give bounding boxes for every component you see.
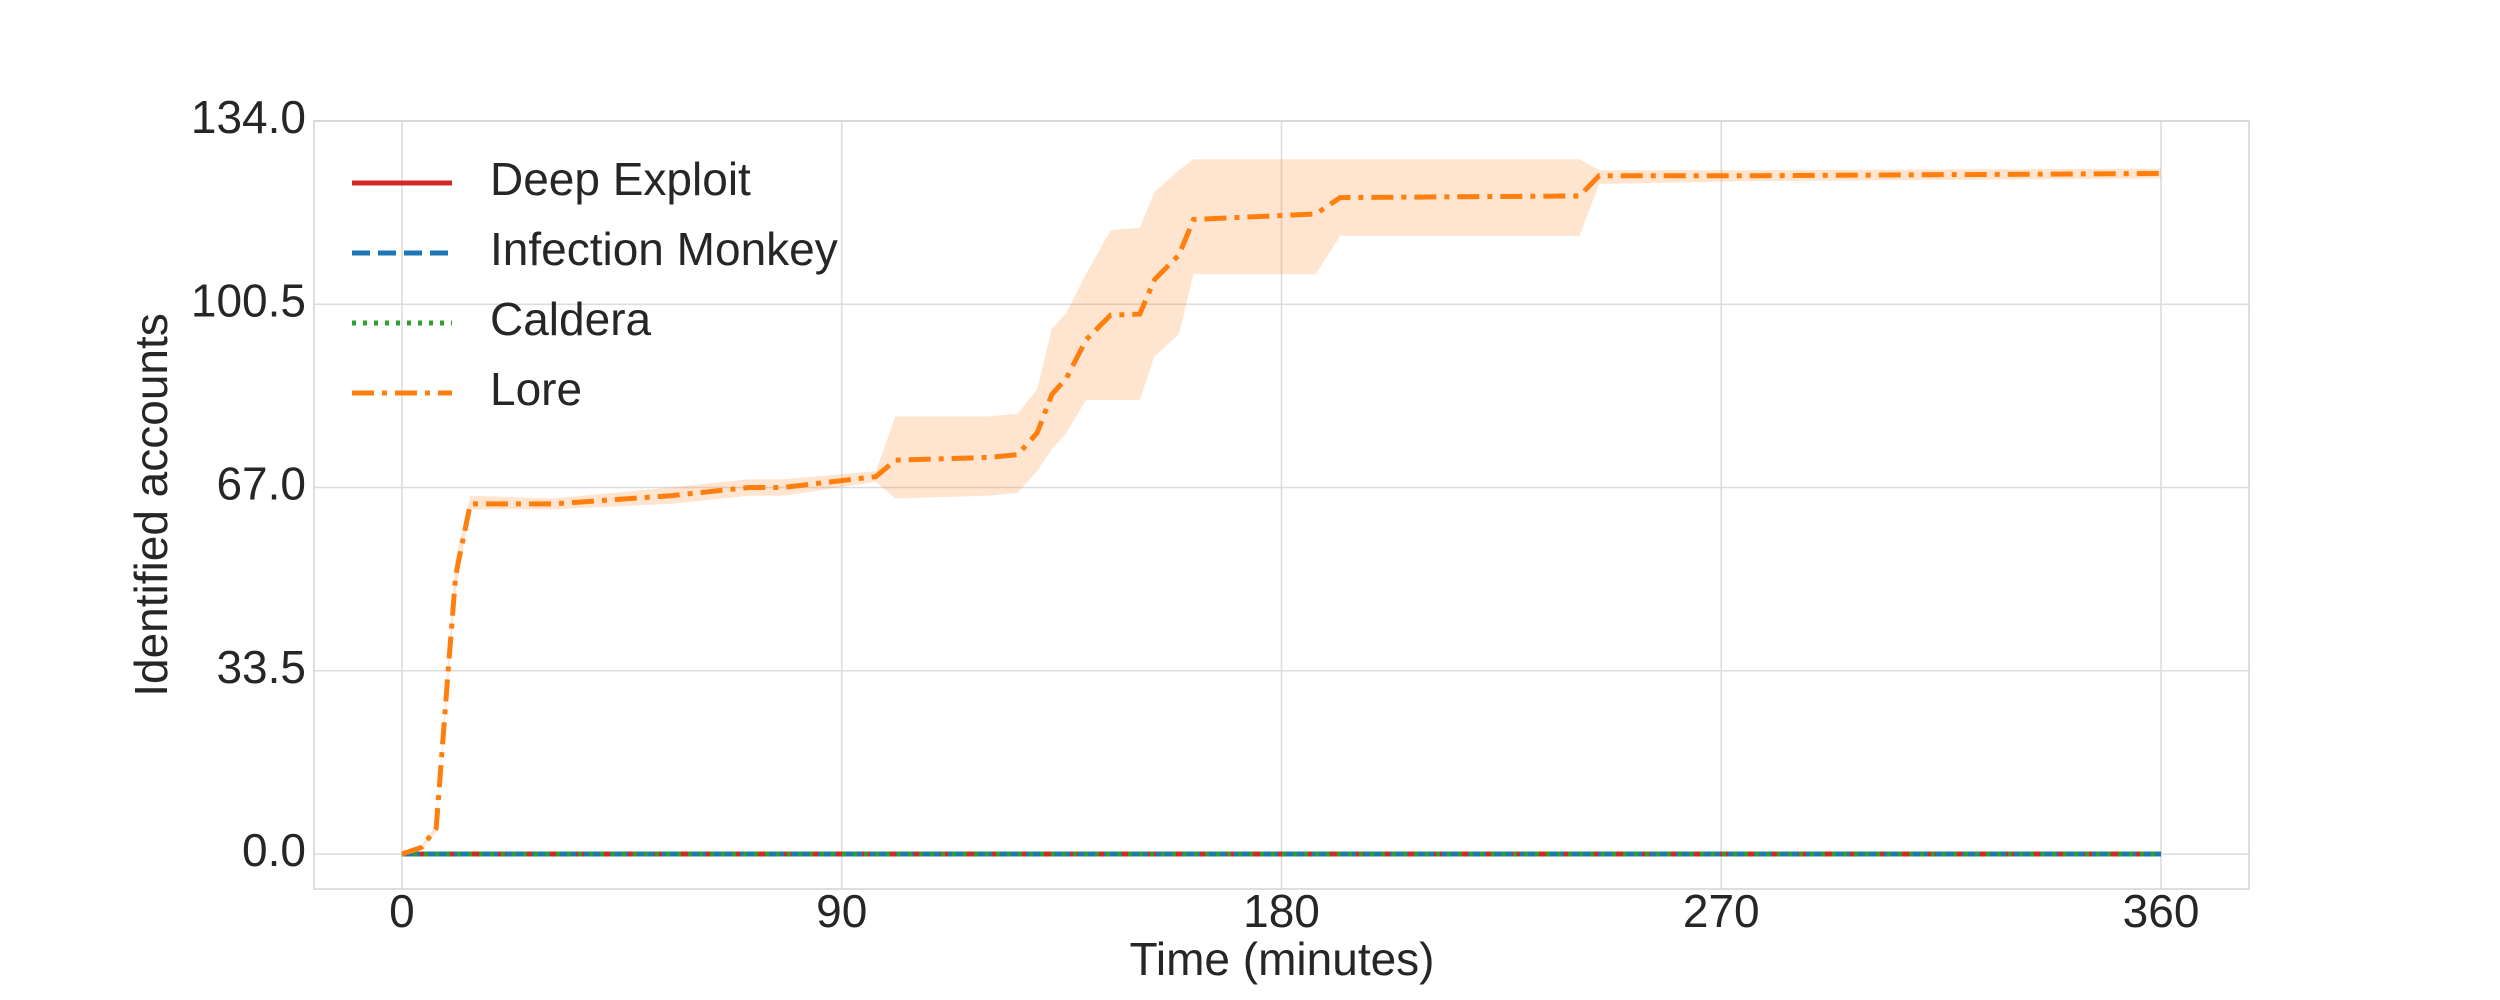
x-tick-label: 90 [816,885,867,937]
y-tick-label: 134.0 [191,91,306,143]
x-tick-label: 360 [2123,885,2200,937]
x-tick-label: 180 [1243,885,1320,937]
line [401,171,2162,857]
x-axis-label: Time (minutes) [1130,933,1435,985]
y-tick-label: 33.5 [216,641,306,693]
y-axis-label: Identified accounts [125,313,177,697]
x-tick-label: 270 [1683,885,1760,937]
plot-frame [313,120,2250,890]
legend-label: Infection Monkey [490,223,838,275]
legend-label: Caldera [490,293,652,345]
y-tick-label: 100.5 [191,274,306,326]
legend-label: Deep Exploit [490,153,751,205]
y-tick-label: 0.0 [242,824,306,876]
x-tick-label: 0 [389,885,415,937]
y-tick-label: 67.0 [216,458,306,510]
legend-label: Lore [490,363,582,415]
